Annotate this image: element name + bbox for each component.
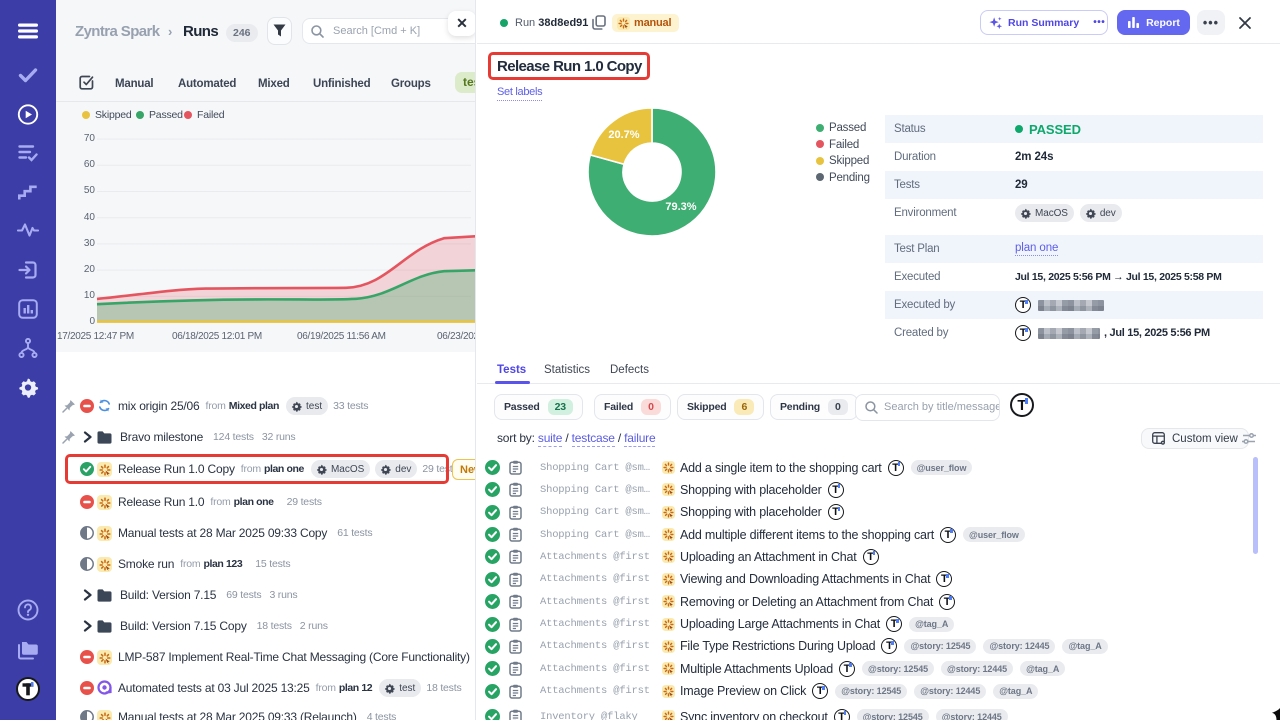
- svg-text:79.3%: 79.3%: [665, 201, 696, 213]
- svg-text:20.7%: 20.7%: [608, 129, 639, 141]
